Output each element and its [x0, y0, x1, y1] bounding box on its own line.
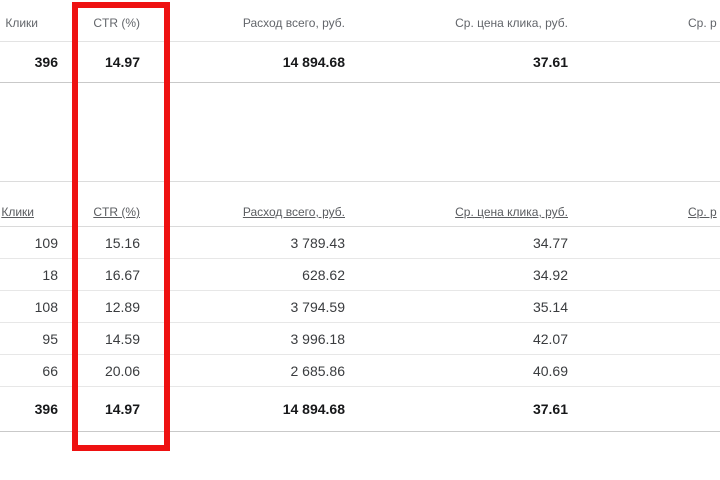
avg-price-value: 35.14 — [532, 298, 568, 315]
summary-header-row: Клики CTR (%) Расход всего, руб. Ср. цен… — [0, 0, 720, 42]
clicks-total-value: 396 — [34, 401, 58, 417]
ctr-total-value: 14.97 — [104, 54, 140, 70]
clicks-value: 95 — [42, 330, 58, 347]
summary-total-row: 396 14.97 14 894.68 37.61 — [0, 42, 720, 83]
extra-cell — [568, 42, 720, 82]
extra-cell — [568, 323, 720, 354]
sort-link-cost[interactable]: Расход всего, руб. — [242, 205, 345, 219]
summary-col-header-clicks: Клики — [5, 16, 38, 30]
ctr-value: 15.16 — [104, 234, 140, 251]
extra-cell — [568, 387, 720, 431]
cost-value: 628.62 — [302, 266, 345, 283]
sort-link-avg-price[interactable]: Ср. цена клика, руб. — [455, 205, 568, 219]
sort-link-cost-wrap: Расход всего, руб. — [140, 182, 345, 226]
summary-table: Клики CTR (%) Расход всего, руб. Ср. цен… — [0, 0, 720, 83]
summary-col-header-extra: Ср. р — [688, 16, 717, 30]
ctr-value: 16.67 — [104, 266, 140, 283]
ctr-value: 12.89 — [104, 298, 140, 315]
table-row: 18 16.67 628.62 34.92 — [0, 259, 720, 291]
clicks-value: 108 — [34, 298, 58, 315]
cost-total-value: 14 894.68 — [282, 54, 345, 70]
cost-value: 3 789.43 — [290, 234, 346, 251]
clicks-value: 66 — [42, 362, 58, 379]
extra-cell — [568, 355, 720, 386]
avg-price-value: 34.92 — [532, 266, 568, 283]
ctr-value: 20.06 — [104, 362, 140, 379]
avg-price-value: 34.77 — [532, 234, 568, 251]
cost-value: 2 685.86 — [290, 362, 346, 379]
summary-col-header-avg-price: Ср. цена клика, руб. — [455, 16, 568, 30]
total-row: 396 14.97 14 894.68 37.61 — [0, 387, 720, 432]
sort-link-ctr[interactable]: CTR (%) — [93, 205, 140, 219]
avg-price-value: 40.69 — [532, 362, 568, 379]
tables-gap — [0, 83, 720, 181]
sort-link-clicks-wrap: Клики — [0, 182, 58, 226]
avg-price-total-value: 37.61 — [532, 401, 568, 417]
extra-cell — [568, 259, 720, 290]
summary-col-header-cost: Расход всего, руб. — [242, 16, 345, 30]
sort-link-clicks[interactable]: Клики — [1, 205, 34, 219]
sort-link-extra-wrap: Ср. р — [568, 182, 720, 226]
extra-cell — [568, 227, 720, 258]
summary-col-header-ctr: CTR (%) — [93, 16, 140, 30]
extra-cell — [568, 291, 720, 322]
avg-price-total-value: 37.61 — [532, 54, 568, 70]
table-row: 109 15.16 3 789.43 34.77 — [0, 227, 720, 259]
clicks-total-value: 396 — [34, 54, 58, 70]
table-row: 66 20.06 2 685.86 40.69 — [0, 355, 720, 387]
clicks-value: 18 — [42, 266, 58, 283]
sort-link-avg-price-wrap: Ср. цена клика, руб. — [345, 182, 568, 226]
detail-header-row: Клики CTR (%) Расход всего, руб. Ср. цен… — [0, 182, 720, 227]
table-row: 108 12.89 3 794.59 35.14 — [0, 291, 720, 323]
avg-price-value: 42.07 — [532, 330, 568, 347]
ctr-value: 14.59 — [104, 330, 140, 347]
detail-table: Клики CTR (%) Расход всего, руб. Ср. цен… — [0, 181, 720, 432]
sort-link-extra[interactable]: Ср. р — [688, 205, 717, 219]
ctr-total-value: 14.97 — [104, 401, 140, 417]
clicks-value: 109 — [34, 234, 58, 251]
cost-value: 3 794.59 — [290, 298, 346, 315]
cost-value: 3 996.18 — [290, 330, 346, 347]
cost-total-value: 14 894.68 — [282, 401, 345, 417]
sort-link-ctr-wrap: CTR (%) — [58, 182, 140, 226]
table-row: 95 14.59 3 996.18 42.07 — [0, 323, 720, 355]
